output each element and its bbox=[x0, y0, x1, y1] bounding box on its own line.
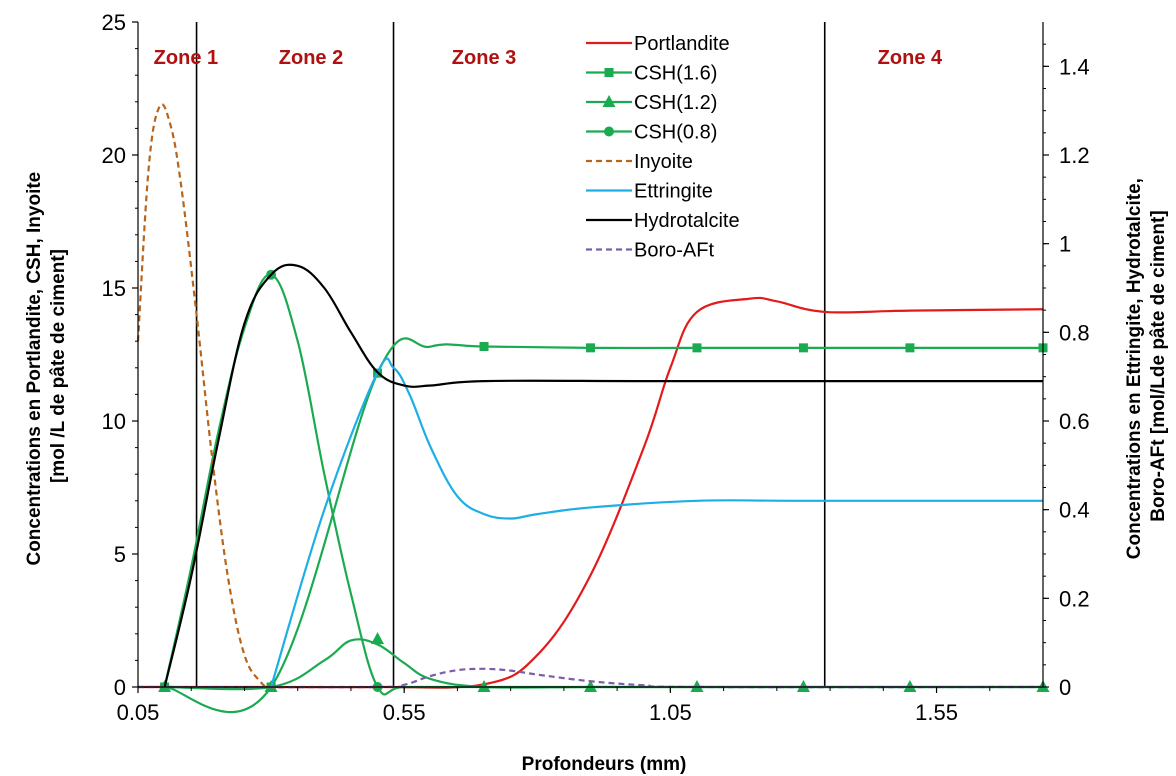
data-point bbox=[692, 343, 702, 353]
legend-label: CSH(0.8) bbox=[634, 122, 717, 144]
legend-label: Boro-AFt bbox=[634, 240, 714, 262]
legend-item: Hydrotalcite bbox=[586, 210, 740, 232]
legend-marker bbox=[604, 68, 614, 77]
legend-label: Portlandite bbox=[634, 33, 730, 55]
x-tick-label: 0.05 bbox=[117, 700, 160, 725]
y-left-tick-label: 10 bbox=[102, 409, 126, 434]
zone-label-1: Zone 1 bbox=[154, 47, 218, 69]
data-point bbox=[371, 632, 385, 645]
y-left-tick-label: 5 bbox=[114, 542, 126, 567]
data-point bbox=[479, 342, 489, 352]
y-left-tick-label: 0 bbox=[114, 675, 126, 700]
series-line bbox=[270, 357, 1043, 688]
y-right-tick-label: 1.4 bbox=[1059, 54, 1090, 79]
zone-label-2: Zone 2 bbox=[279, 47, 343, 69]
data-point bbox=[586, 343, 595, 353]
zone-labels: Zone 1 Zone 2 Zone 3 Zone 4 bbox=[154, 47, 943, 69]
legend-item: Inyoite bbox=[586, 151, 693, 173]
legend-label: Ettringite bbox=[634, 181, 713, 203]
y-left-axis-title-line-2: [mol /L de pâte de ciment] bbox=[48, 249, 69, 483]
zone-label-3: Zone 3 bbox=[452, 47, 516, 69]
series-line bbox=[164, 337, 1043, 714]
legend-marker bbox=[602, 95, 616, 107]
y-right-tick-label: 0.4 bbox=[1059, 498, 1090, 523]
legend-item: CSH(1.2) bbox=[586, 92, 717, 114]
y-left-tick-label: 25 bbox=[102, 10, 126, 35]
legend-item: CSH(1.6) bbox=[586, 63, 717, 85]
legend-label: Inyoite bbox=[634, 151, 693, 173]
y-left-axis-title-line-1: Concentrations en Portlandite, CSH, Inyo… bbox=[24, 172, 45, 566]
legend-item: Ettringite bbox=[586, 181, 713, 203]
y-right-axis-title-line-1: Concentrations en Ettringite, Hydrotalci… bbox=[1124, 178, 1145, 559]
legend-label: Hydrotalcite bbox=[634, 210, 740, 232]
y-right-tick-label: 0.8 bbox=[1059, 320, 1090, 345]
y-right-tick-label: 1.2 bbox=[1059, 143, 1090, 168]
legend-label: CSH(1.6) bbox=[634, 63, 717, 85]
legend-item: Boro-AFt bbox=[586, 240, 714, 262]
y-right-tick-label: 0 bbox=[1059, 675, 1071, 700]
x-tick-label: 1.05 bbox=[649, 700, 692, 725]
legend-item: Portlandite bbox=[586, 33, 730, 55]
series-hydrotalcite bbox=[163, 263, 1043, 688]
x-tick-label: 1.55 bbox=[915, 700, 958, 725]
x-axis-title: Profondeurs (mm) bbox=[522, 754, 687, 775]
y-left-tick-label: 15 bbox=[102, 276, 126, 301]
data-point bbox=[905, 343, 915, 353]
y-right-tick-label: 0.6 bbox=[1059, 409, 1090, 434]
y-right-axis-title: Concentrations en Ettringite, Hydrotalci… bbox=[1124, 173, 1169, 559]
x-tick-label: 0.55 bbox=[383, 700, 426, 725]
legend-label: CSH(1.2) bbox=[634, 92, 717, 114]
zone-lines bbox=[195, 22, 826, 687]
legend-marker bbox=[604, 126, 614, 137]
series-line bbox=[163, 263, 1043, 688]
zone-label-4: Zone 4 bbox=[878, 47, 943, 69]
y-left-axis-title: Concentrations en Portlandite, CSH, Inyo… bbox=[24, 166, 69, 565]
y-right-tick-label: 0.2 bbox=[1059, 586, 1090, 611]
y-right-tick-label: 1 bbox=[1059, 232, 1071, 257]
y-left-tick-label: 20 bbox=[102, 143, 126, 168]
y-right-axis-title-line-2: Boro-AFt [mol/Lde pâte de ciment] bbox=[1148, 210, 1169, 521]
legend-item: CSH(0.8) bbox=[586, 122, 717, 144]
data-point bbox=[798, 343, 808, 353]
series-ettringite bbox=[270, 357, 1043, 688]
axes: 0.05 0.55 1.05 1.55 0 5 10 15 20 25 0 0.2 0.4 0.6 0.8 1… bbox=[102, 10, 1090, 725]
legend: Portlandite CSH(1.6) CSH(1.2) CSH(0.8) Inyoi… bbox=[586, 33, 740, 262]
